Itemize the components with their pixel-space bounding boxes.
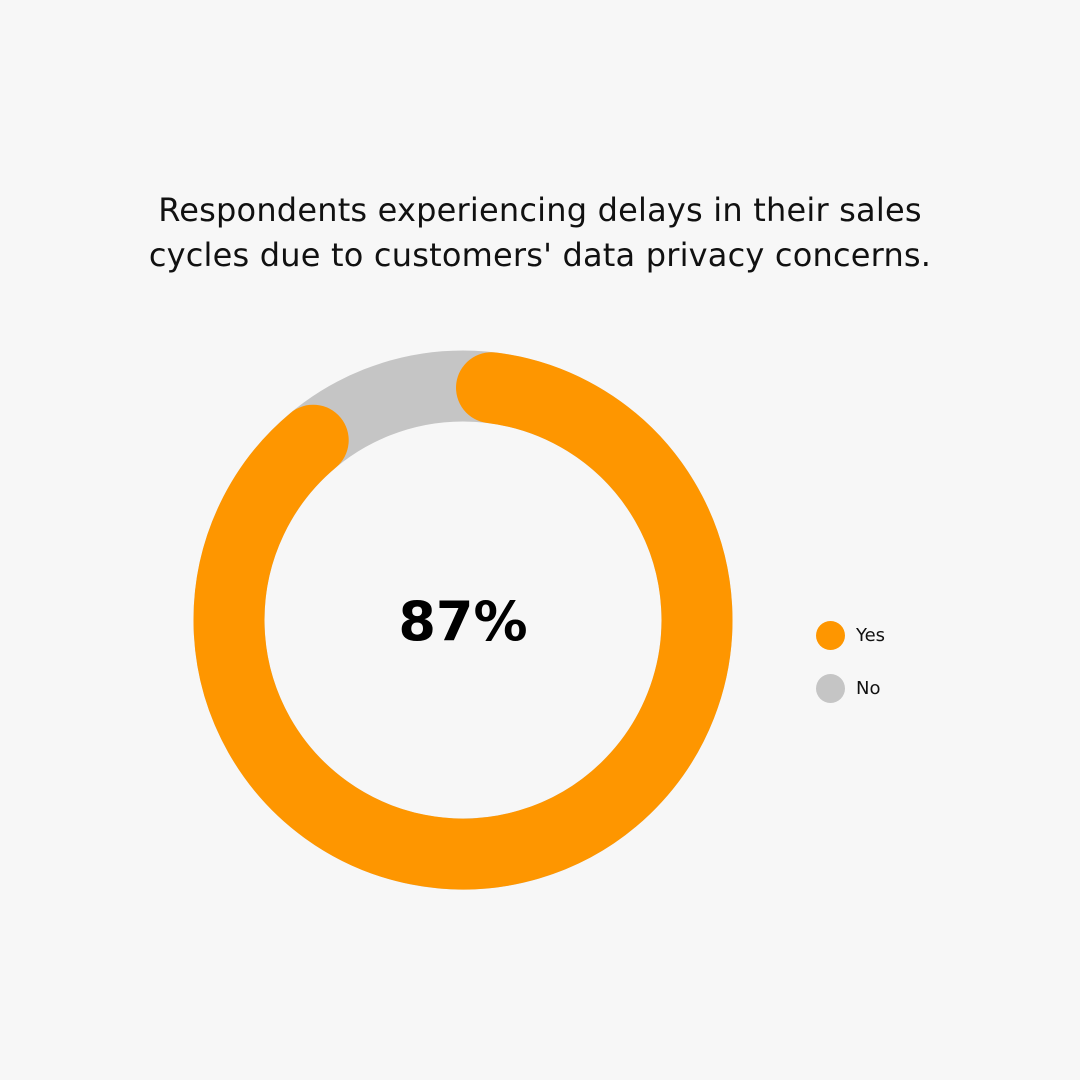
- chart-title-line-2: cycles due to customers' data privacy co…: [148, 236, 932, 274]
- legend-label-yes: Yes: [856, 624, 886, 646]
- legend-item-yes: Yes: [816, 620, 1016, 650]
- center-value-label: 87%: [398, 590, 527, 653]
- legend-item-no: No: [816, 673, 1016, 703]
- chart-legend: Yes No: [816, 620, 1016, 726]
- donut-slice-yes: [193, 352, 733, 890]
- legend-swatch-yes: [816, 620, 845, 650]
- chart-title: Respondents experiencing delays in their…: [90, 188, 990, 278]
- chart-title-line-1: Respondents experiencing delays in their…: [158, 191, 922, 229]
- legend-label-no: No: [856, 677, 881, 699]
- legend-swatch-no: [816, 673, 845, 703]
